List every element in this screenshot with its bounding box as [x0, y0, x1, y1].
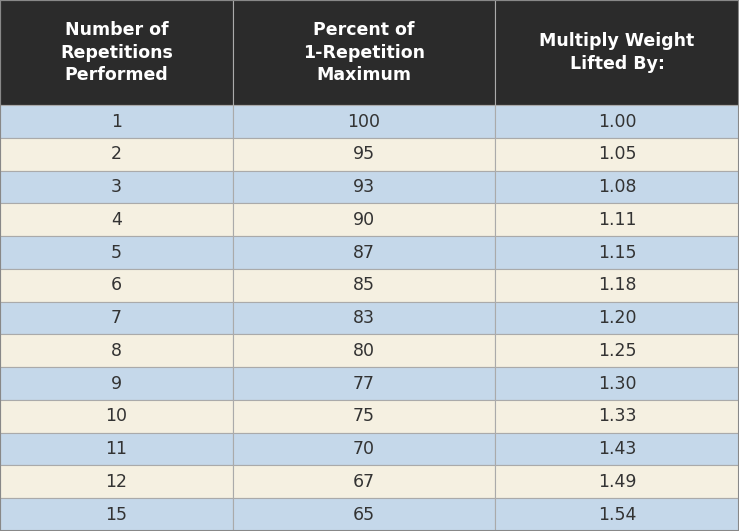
Bar [495, 203, 739, 236]
Bar [0, 138, 233, 170]
Bar [0, 105, 233, 138]
Text: 1.54: 1.54 [598, 506, 636, 524]
Bar [0, 466, 233, 498]
Text: Percent of
1-Repetition
Maximum: Percent of 1-Repetition Maximum [303, 21, 425, 84]
Bar [233, 170, 495, 203]
Text: 7: 7 [111, 309, 122, 327]
Bar [495, 269, 739, 302]
Text: 1.11: 1.11 [598, 211, 636, 229]
Text: 8: 8 [111, 342, 122, 360]
Text: 77: 77 [353, 374, 375, 392]
Text: Number of
Repetitions
Performed: Number of Repetitions Performed [60, 21, 173, 84]
Text: 1: 1 [111, 113, 122, 131]
Text: 4: 4 [111, 211, 122, 229]
Text: 65: 65 [353, 506, 375, 524]
Text: 9: 9 [111, 374, 122, 392]
Text: 5: 5 [111, 244, 122, 262]
Bar [233, 367, 495, 400]
Bar [0, 498, 233, 531]
Text: 75: 75 [353, 407, 375, 425]
Bar [0, 302, 233, 335]
Bar [233, 269, 495, 302]
Text: 1.49: 1.49 [598, 473, 636, 491]
Bar [233, 138, 495, 170]
Text: 3: 3 [111, 178, 122, 196]
Bar [233, 105, 495, 138]
Bar [0, 236, 233, 269]
Text: 100: 100 [347, 113, 381, 131]
Text: 1.05: 1.05 [598, 145, 636, 163]
Bar [495, 433, 739, 466]
Bar [0, 269, 233, 302]
Bar [495, 466, 739, 498]
Bar [0, 400, 233, 433]
Bar [233, 466, 495, 498]
Bar [0, 335, 233, 367]
Text: 6: 6 [111, 276, 122, 294]
Bar [0, 433, 233, 466]
Bar [233, 433, 495, 466]
Text: 85: 85 [353, 276, 375, 294]
Bar [233, 203, 495, 236]
Bar [0, 170, 233, 203]
Bar [233, 335, 495, 367]
Bar [495, 138, 739, 170]
Bar [495, 302, 739, 335]
Bar [0, 367, 233, 400]
Text: 1.43: 1.43 [598, 440, 636, 458]
Text: 67: 67 [353, 473, 375, 491]
Text: 83: 83 [353, 309, 375, 327]
Text: 80: 80 [353, 342, 375, 360]
Text: 70: 70 [353, 440, 375, 458]
Text: 11: 11 [106, 440, 127, 458]
Text: 1.00: 1.00 [598, 113, 636, 131]
Text: 12: 12 [106, 473, 127, 491]
Text: 93: 93 [353, 178, 375, 196]
Text: 15: 15 [106, 506, 127, 524]
Bar [233, 0, 495, 105]
Bar [495, 498, 739, 531]
Text: 87: 87 [353, 244, 375, 262]
Bar [233, 302, 495, 335]
Text: 1.20: 1.20 [598, 309, 636, 327]
Text: 95: 95 [353, 145, 375, 163]
Text: Multiply Weight
Lifted By:: Multiply Weight Lifted By: [539, 32, 695, 73]
Text: 90: 90 [353, 211, 375, 229]
Text: 1.30: 1.30 [598, 374, 636, 392]
Bar [495, 335, 739, 367]
Text: 1.08: 1.08 [598, 178, 636, 196]
Text: 1.15: 1.15 [598, 244, 636, 262]
Bar [0, 0, 233, 105]
Text: 1.25: 1.25 [598, 342, 636, 360]
Bar [495, 367, 739, 400]
Bar [233, 236, 495, 269]
Bar [495, 105, 739, 138]
Bar [495, 400, 739, 433]
Text: 1.18: 1.18 [598, 276, 636, 294]
Bar [233, 400, 495, 433]
Bar [495, 236, 739, 269]
Bar [495, 0, 739, 105]
Bar [495, 170, 739, 203]
Text: 2: 2 [111, 145, 122, 163]
Bar [0, 203, 233, 236]
Bar [233, 498, 495, 531]
Text: 1.33: 1.33 [598, 407, 636, 425]
Text: 10: 10 [106, 407, 127, 425]
